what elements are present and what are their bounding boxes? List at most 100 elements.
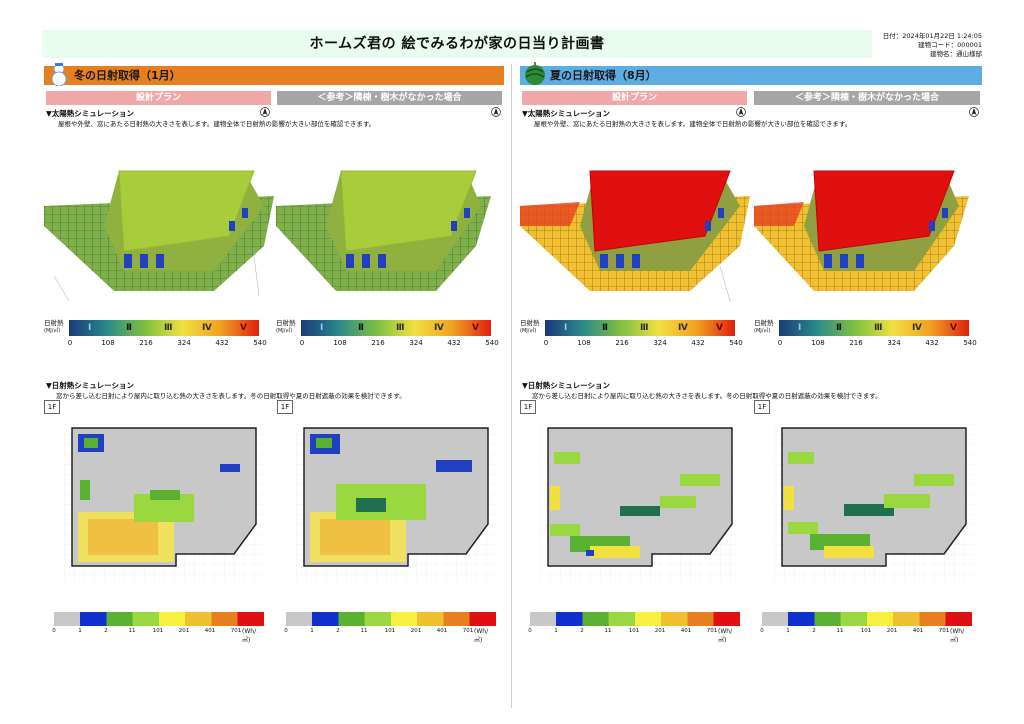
winter-ref-header: ＜参考＞隣棟・樹木がなかった場合 [277,91,502,105]
legend-tick: 540 [485,339,499,347]
heat-legend-unit: (Wh/㎡) [242,628,257,644]
legend-tick: 216 [371,339,385,347]
heat-legend-tick: 201 [886,628,898,634]
winter-plan-heatmap [64,424,264,584]
date-text: 日付：2024年01月22日 1:24:05 [882,32,982,40]
snowman-icon [51,63,67,86]
legend-unit: (MJ/㎡) [754,328,771,334]
legend-tick: 324 [887,339,901,347]
heat-legend-unit: (Wh/㎡) [474,628,489,644]
legend-roman: Ⅰ [320,323,324,333]
winter-ref-heatmap [296,424,496,584]
legend-tick: 432 [691,339,705,347]
heat-legend-tick: 2 [336,628,340,634]
watermelon-icon [525,62,545,85]
heat-legend-tick: 201 [178,628,190,634]
legend-tick: 540 [253,339,267,347]
heat-legend-tick: 2 [104,628,108,634]
building-name-text: 建物名：通山様邸 [930,50,982,58]
heat-legend-bar [530,612,740,626]
heat-legend-tick: 11 [604,628,612,634]
winter-solar-title: ▼太陽熱シミュレーション [46,109,134,118]
legend-roman: Ⅴ [950,323,957,333]
floor-tag: 1F [754,400,770,414]
legend-roman: Ⅳ [434,323,444,333]
summer-plan-heatmap [540,424,740,584]
heat-legend-tick: 0 [52,628,56,634]
winter-header-text: 冬の日射取得（1月） [74,69,181,82]
legend-tick: 324 [177,339,191,347]
heat-legend-tick: 201 [654,628,666,634]
legend-tick: 540 [729,339,743,347]
legend-tick: 0 [543,339,549,347]
legend-roman: Ⅳ [678,323,688,333]
building-code-text: 建物コード：000001 [918,41,982,49]
title-bar: ホームズ君の 絵でみるわが家の日当り計画書 [42,30,872,58]
legend-tick: 324 [653,339,667,347]
legend-roman: Ⅴ [240,323,247,333]
north-arrow-icon [969,107,979,117]
winter-insolation-desc: 窓から差し込む日射により屋内に取り込む熱の大きさを表します。冬の日射取得や夏の日… [56,392,406,400]
heat-legend-tick: 1 [78,628,82,634]
heat-legend-tick: 201 [410,628,422,634]
heat-legend-tick: 0 [528,628,532,634]
heat-legend-tick: 11 [128,628,136,634]
summer-solar-title: ▼太陽熱シミュレーション [522,109,610,118]
heat-legend-unit: (Wh/㎡) [950,628,965,644]
summer-plan-header: 設計プラン [522,91,747,105]
heat-legend-tick: 2 [580,628,584,634]
heat-legend-tick: 1 [310,628,314,634]
legend-roman: Ⅰ [88,323,92,333]
legend-roman: Ⅲ [164,323,173,333]
winter-plan-3d-render [44,170,274,302]
heat-legend-tick: 401 [436,628,448,634]
summer-insolation-title: ▼日射熱シミュレーション [522,381,610,390]
legend-tick: 0 [777,339,783,347]
north-arrow-icon [491,107,501,117]
legend-tick: 108 [577,339,591,347]
legend-tick: 432 [215,339,229,347]
heat-legend-tick: 0 [760,628,764,634]
legend-tick: 216 [849,339,863,347]
legend-tick: 432 [925,339,939,347]
legend-unit: (MJ/㎡) [44,328,61,334]
heat-legend-tick: 101 [384,628,396,634]
summer-plan-3d-render [520,170,750,302]
legend-roman: Ⅲ [874,323,883,333]
legend-roman: Ⅲ [640,323,649,333]
legend-gradient-bar [779,320,969,336]
floor-tag: 1F [520,400,536,414]
page-title: ホームズ君の 絵でみるわが家の日当り計画書 [309,36,605,52]
legend-roman: Ⅱ [836,323,842,333]
summer-header-text: 夏の日射取得（8月） [550,69,657,82]
heat-legend-tick: 101 [628,628,640,634]
heat-legend-tick: 701 [230,628,242,634]
heat-legend-tick: 101 [860,628,872,634]
legend-gradient-bar [301,320,491,336]
winter-solar-desc: 屋根や外壁、窓にあたる日射熱の大きさを表します。建物全体で日射熱の影響が大きい部… [58,120,376,128]
floor-tag: 1F [44,400,60,414]
legend-tick: 324 [409,339,423,347]
legend-roman: Ⅴ [472,323,479,333]
heat-legend-unit: (Wh/㎡) [718,628,733,644]
heat-legend-tick: 101 [152,628,164,634]
legend-title: 日射熱 [44,319,64,327]
legend-roman: Ⅲ [396,323,405,333]
heat-legend-tick: 701 [462,628,474,634]
heat-legend-bar [286,612,496,626]
legend-tick: 216 [615,339,629,347]
legend-tick: 108 [333,339,347,347]
heat-legend-tick: 11 [360,628,368,634]
winter-plan-header: 設計プラン [46,91,271,105]
legend-roman: Ⅳ [202,323,212,333]
legend-title: 日射熱 [754,319,774,327]
heat-legend-tick: 0 [284,628,288,634]
summer-ref-3d-render [754,170,969,291]
heat-legend-tick: 701 [938,628,950,634]
legend-gradient-bar [545,320,735,336]
legend-title: 日射熱 [276,319,296,327]
summer-header: 夏の日射取得（8月） [520,62,982,85]
legend-roman: Ⅱ [358,323,364,333]
winter-header: 冬の日射取得（1月） [44,63,504,86]
heat-legend-tick: 11 [836,628,844,634]
